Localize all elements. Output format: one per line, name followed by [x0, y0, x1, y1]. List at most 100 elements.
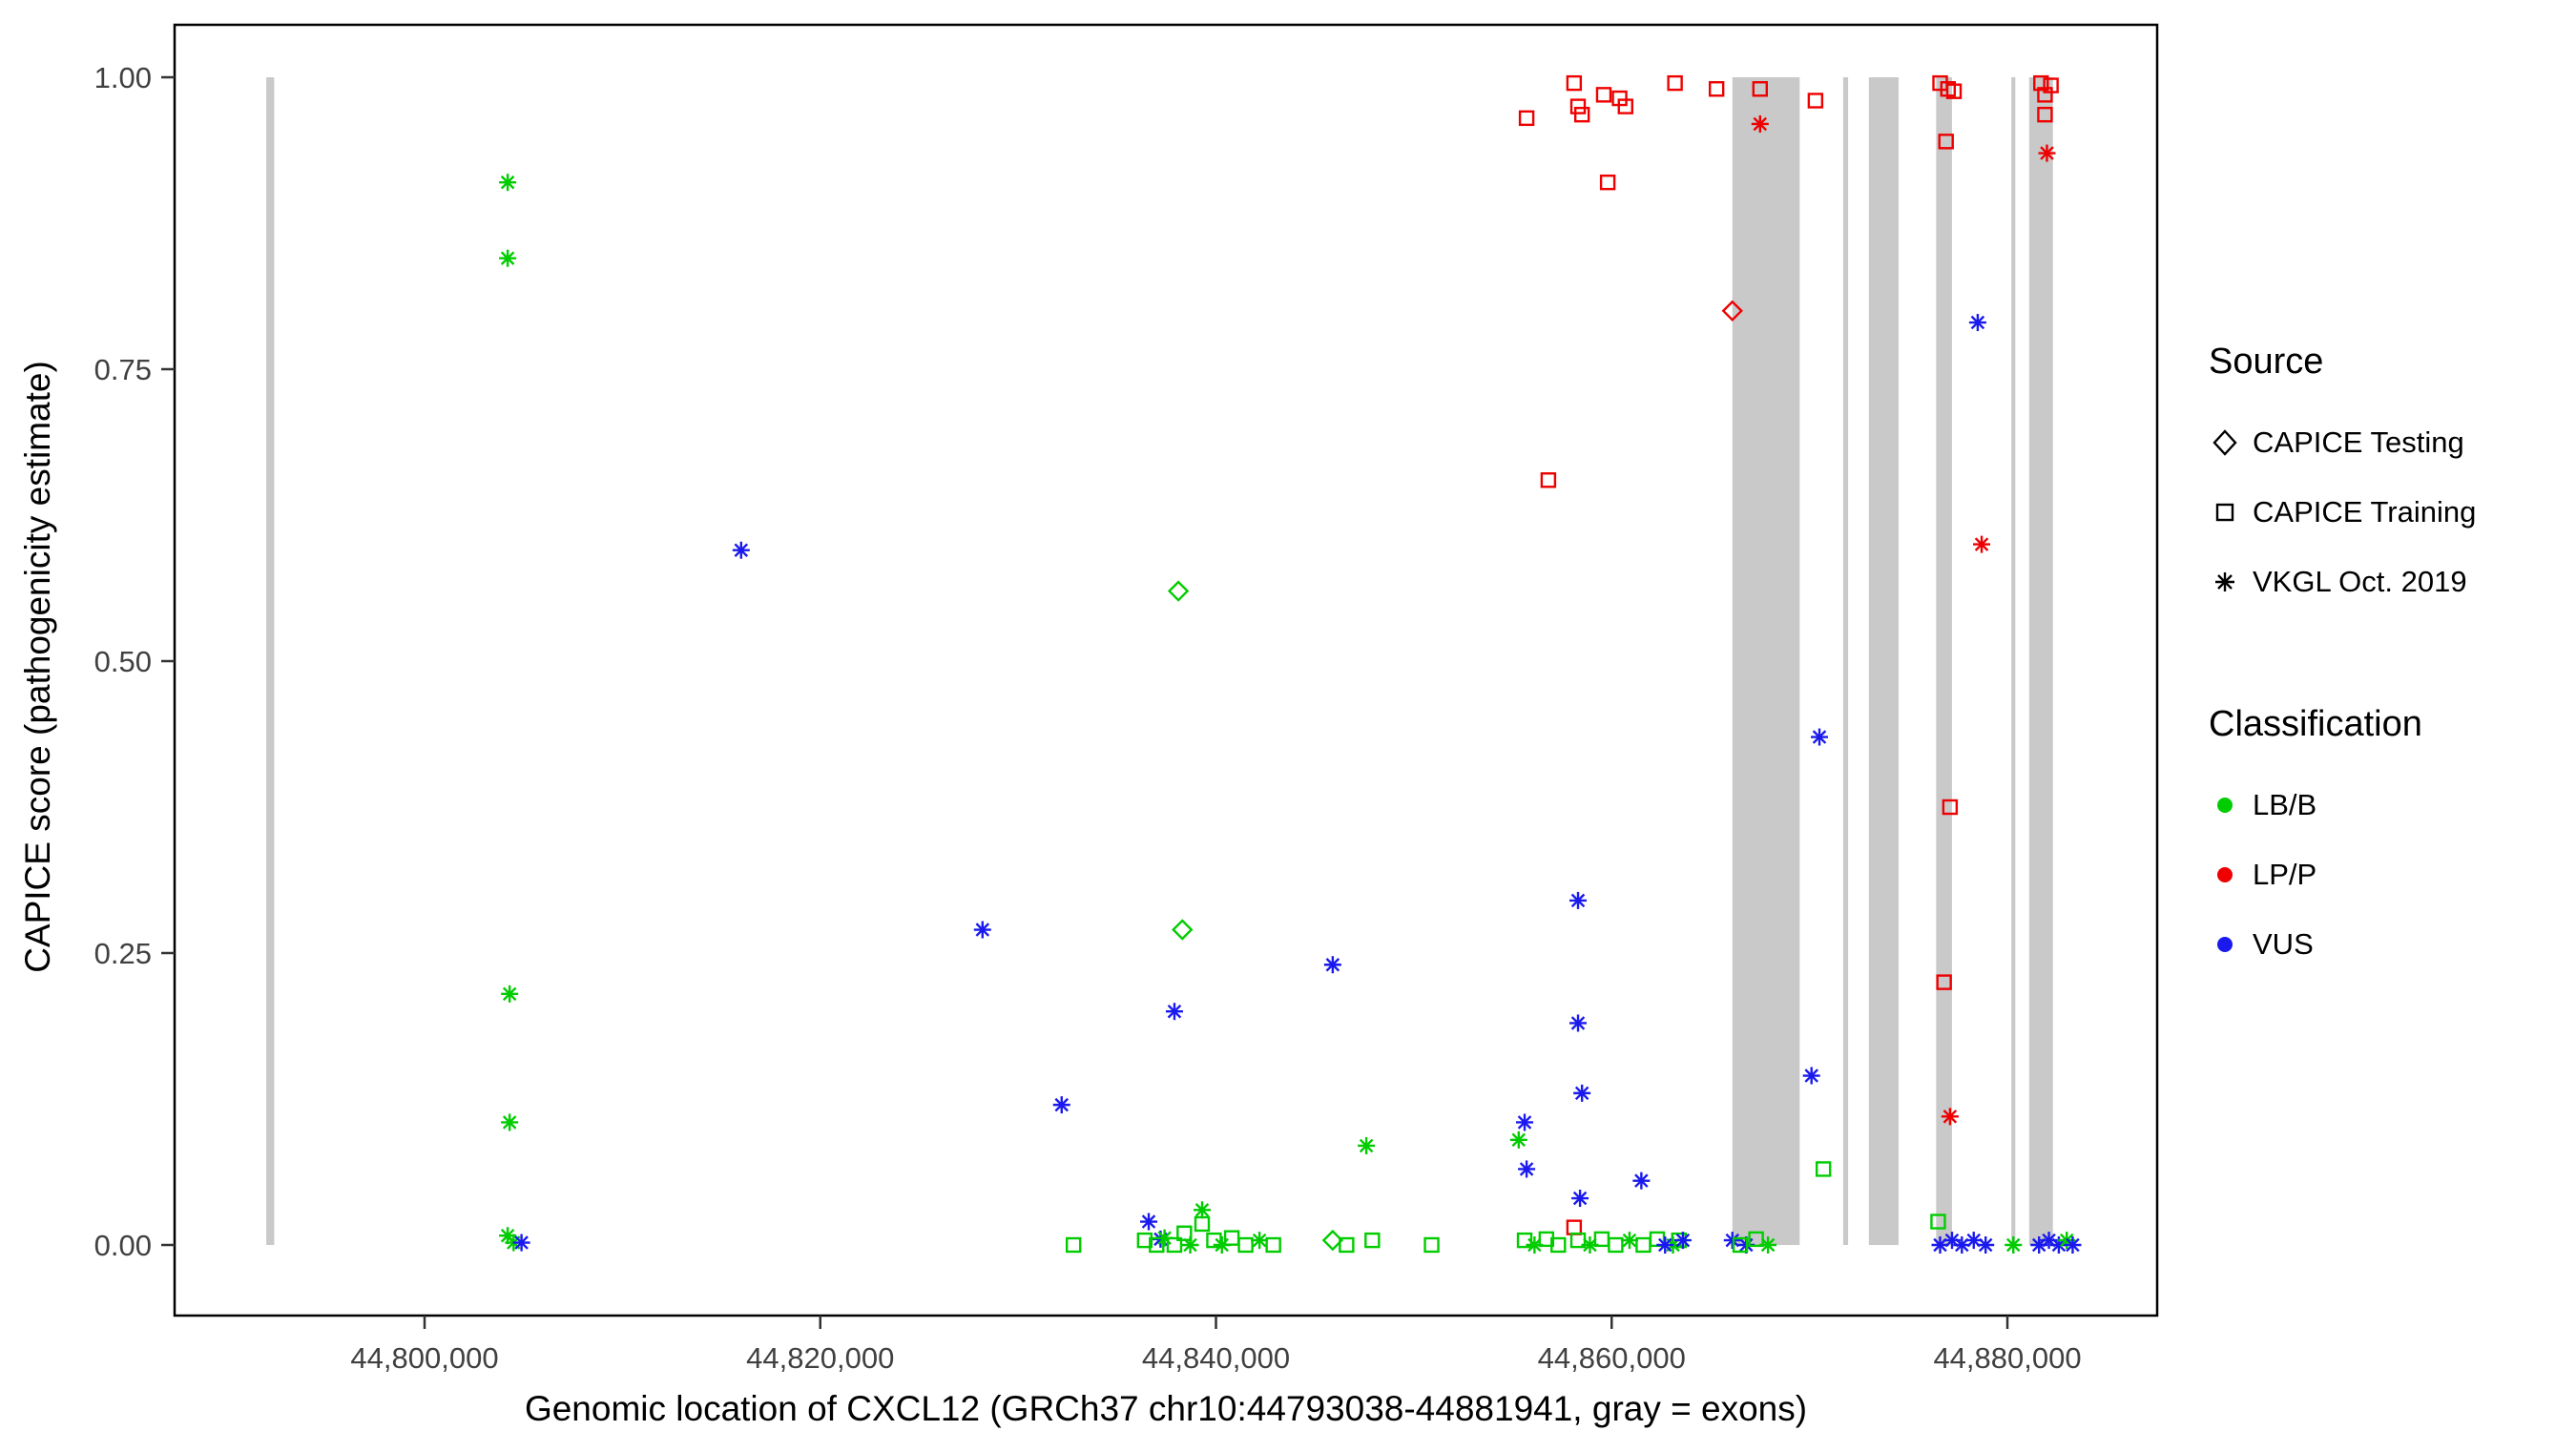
point-square — [1930, 1213, 1946, 1230]
legend: Source CAPICE Testing CAPICE Training — [2209, 342, 2571, 979]
green-dot-icon — [2209, 789, 2253, 821]
point-asterisk — [1569, 1014, 1588, 1032]
point-square — [1423, 1236, 1440, 1254]
x-tick-label: 44,840,000 — [1142, 1341, 1290, 1375]
point-asterisk — [1723, 1232, 1741, 1250]
point-asterisk — [501, 985, 519, 1003]
exon-bar — [1842, 77, 1849, 1245]
legend-item-lpp: LP/P — [2209, 840, 2571, 909]
y-tick-label: 0.50 — [94, 645, 152, 678]
point-square — [1339, 1236, 1355, 1254]
point-diamond — [1167, 580, 1190, 602]
panel-border — [173, 23, 2159, 1317]
point-asterisk — [1052, 1096, 1070, 1114]
y-tick-label: 0.25 — [94, 937, 152, 970]
point-square — [1732, 1236, 1749, 1254]
point-square — [1518, 110, 1535, 127]
point-square — [1608, 1236, 1624, 1254]
x-tick-label: 44,860,000 — [1538, 1341, 1686, 1375]
legend-item-capice-testing: CAPICE Testing — [2209, 407, 2571, 477]
point-asterisk — [1802, 1067, 1820, 1085]
point-square — [1573, 106, 1590, 123]
point-square — [2037, 87, 2053, 103]
legend-item-label: LP/P — [2253, 857, 2317, 891]
exon-bar — [2011, 77, 2016, 1245]
point-square — [1136, 1232, 1153, 1249]
point-square — [1942, 798, 1959, 816]
point-asterisk — [1358, 1136, 1376, 1154]
point-square — [1936, 974, 1952, 990]
legend-item-label: CAPICE Training — [2253, 494, 2477, 529]
point-asterisk — [1968, 314, 1986, 332]
point-asterisk — [1811, 728, 1829, 746]
point-asterisk — [1620, 1232, 1638, 1250]
red-dot-icon — [2209, 859, 2253, 891]
point-square — [1807, 93, 1824, 109]
point-asterisk — [499, 249, 517, 267]
point-asterisk — [1571, 1190, 1589, 1208]
exon-bar — [1936, 77, 1952, 1245]
point-square — [1166, 1236, 1183, 1254]
point-asterisk — [1509, 1130, 1527, 1149]
point-asterisk — [1573, 1084, 1591, 1102]
point-asterisk — [973, 921, 991, 939]
point-asterisk — [1165, 1003, 1183, 1021]
point-diamond — [1721, 300, 1743, 321]
point-asterisk — [1139, 1213, 1157, 1231]
point-asterisk — [1251, 1232, 1269, 1250]
exon-bar — [1868, 77, 1899, 1245]
y-tick-label: 1.00 — [94, 61, 152, 94]
legend-item-lbb: LB/B — [2209, 770, 2571, 840]
legend-source-title: Source — [2209, 342, 2324, 382]
point-square — [1649, 1231, 1666, 1248]
point-square — [1566, 1219, 1583, 1235]
blue-dot-icon — [2209, 928, 2253, 961]
point-square — [2033, 74, 2049, 92]
legend-item-label: LB/B — [2253, 787, 2317, 821]
point-asterisk — [1193, 1201, 1211, 1219]
legend-item-label: VUS — [2253, 926, 2314, 961]
point-square — [1206, 1232, 1222, 1249]
point-asterisk — [1323, 956, 1341, 974]
point-square — [1752, 81, 1768, 97]
legend-classification-title: Classification — [2209, 704, 2422, 744]
point-square — [1265, 1236, 1281, 1254]
point-square — [1599, 174, 1616, 191]
point-square — [1065, 1236, 1082, 1254]
point-asterisk — [1673, 1232, 1692, 1250]
point-asterisk — [1181, 1236, 1199, 1254]
point-square — [1566, 74, 1583, 92]
point-square — [1593, 1231, 1610, 1248]
x-tick-label: 44,880,000 — [1933, 1341, 2081, 1375]
point-square — [1945, 83, 1963, 99]
diamond-open-icon — [2209, 426, 2253, 459]
point-square — [1194, 1215, 1211, 1233]
legend-item-label: VKGL Oct. 2019 — [2253, 564, 2467, 598]
point-square — [1938, 134, 1954, 150]
x-axis-title: Genomic location of CXCL12 (GRCh37 chr10… — [524, 1389, 1808, 1428]
asterisk-icon — [2209, 566, 2253, 598]
point-square — [1364, 1232, 1381, 1249]
square-open-icon — [2209, 496, 2253, 529]
legend-item-vkgl: VKGL Oct. 2019 — [2209, 547, 2571, 616]
point-asterisk — [1632, 1172, 1651, 1190]
point-asterisk — [499, 174, 517, 192]
exon-bar — [266, 77, 275, 1245]
point-square — [2037, 106, 2053, 123]
point-asterisk — [2064, 1236, 2082, 1254]
point-asterisk — [1973, 535, 1991, 553]
x-tick-label: 44,800,000 — [350, 1341, 498, 1375]
point-square — [1569, 98, 1587, 114]
legend-item-label: CAPICE Testing — [2253, 425, 2464, 459]
point-square — [1540, 472, 1557, 488]
point-asterisk — [501, 1113, 519, 1131]
legend-item-vus: VUS — [2209, 909, 2571, 979]
point-square — [1237, 1236, 1254, 1254]
x-tick-label: 44,820,000 — [746, 1341, 894, 1375]
point-square — [1223, 1230, 1240, 1246]
point-square — [1595, 87, 1612, 103]
point-asterisk — [1977, 1236, 1995, 1254]
point-asterisk — [732, 541, 750, 559]
point-asterisk — [1656, 1236, 1674, 1254]
legend-item-capice-training: CAPICE Training — [2209, 477, 2571, 547]
